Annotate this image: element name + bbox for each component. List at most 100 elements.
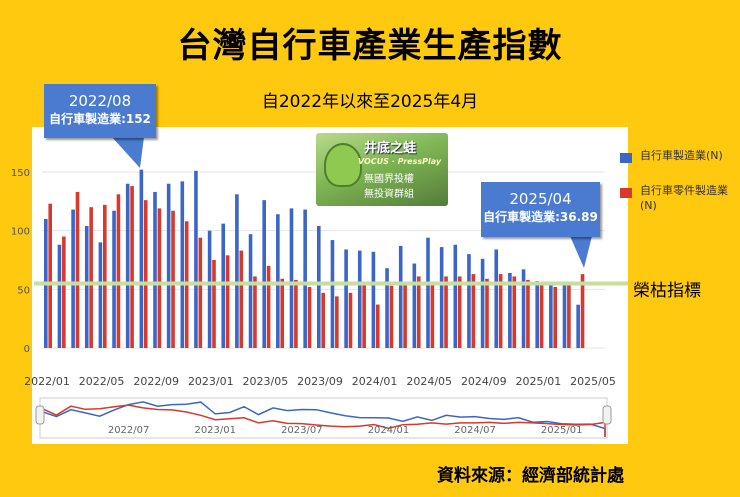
navigator-label-2024/07: 2024/07 [454,425,496,436]
bar-bicycle-2022/10 [166,183,171,348]
bar-parts-2024/12 [526,279,530,348]
bar-parts-2024/02 [389,285,394,348]
bar-parts-2024/03 [403,283,407,348]
x-tick-label-2022/01: 2022/01 [24,375,70,388]
bar-parts-2023/11 [348,292,353,348]
x-tick-label-2023/09: 2023/09 [297,375,343,388]
bar-parts-2025/01 [539,284,544,348]
bar-bicycle-2023/06 [276,214,280,348]
bar-bicycle-2022/02 [57,244,62,348]
navigator-handle-left[interactable] [35,405,45,425]
vocus-badge: 井底之蛙 VOCUS · PressPlay 無國界投權 無投資群組 [316,133,448,206]
bar-parts-2022/08 [143,200,148,348]
bar-bicycle-2022/05 [98,242,103,348]
bar-parts-2022/03 [75,191,80,348]
navigator-line-parts [41,404,606,437]
bar-parts-2025/04 [580,274,585,348]
x-tick-label-2025/05: 2025/05 [570,375,616,388]
bar-bicycle-2024/09 [480,258,485,348]
bar-parts-2022/01 [48,203,52,348]
bar-bicycle-2024/08 [467,254,471,348]
page-subtitle: 自2022年以來至2025年4月 [261,92,479,112]
bar-bicycle-2024/03 [398,245,403,348]
legend-swatch-parts [620,188,632,198]
bar-parts-2024/07 [457,276,462,348]
x-tick-label-2022/05: 2022/05 [79,375,125,388]
callout-peak: 2022/08 自行車製造業:152 [44,84,156,138]
bar-bicycle-2023/08 [303,209,307,348]
bar-bicycle-2024/05 [426,237,430,348]
bar-parts-2023/06 [280,278,285,348]
bar-parts-2023/08 [307,286,312,348]
callout-latest-tail [570,236,592,268]
badge-line-3: 無國界投權 [364,174,414,185]
bar-parts-2022/02 [62,236,66,348]
bar-parts-2024/05 [430,282,435,348]
bar-parts-2022/07 [130,186,134,348]
bar-bicycle-2024/01 [371,251,376,348]
y-tick-label-100: 100 [11,227,30,238]
bar-parts-2022/09 [157,208,162,348]
x-tick-label-2024/05: 2024/05 [406,375,452,388]
bar-parts-2022/10 [171,210,175,348]
bar-bicycle-2024/02 [385,268,389,348]
navigator-label-2024/01: 2024/01 [368,425,410,436]
bar-parts-2024/11 [512,276,517,348]
callout-peak-date: 2022/08 [68,92,132,110]
navigator-label-2023/01: 2023/01 [194,425,236,436]
source-note: 資料來源：經濟部統計處 [437,466,624,486]
bar-parts-2022/05 [103,204,107,348]
callout-latest-value: 自行車製造業:36.89 [483,210,598,224]
page-title: 台灣自行車產業生產指數 [177,26,563,66]
bar-bicycle-2022/07 [125,183,130,348]
bar-bicycle-2022/09 [153,191,157,348]
bar-bicycle-2025/04 [576,304,580,348]
bar-bicycle-2022/12 [194,170,198,348]
bar-parts-2024/08 [471,274,476,348]
x-tick-label-2024/09: 2024/09 [461,375,507,388]
bar-parts-2025/03 [567,284,571,348]
legend-swatch-bicycle [620,153,632,163]
navigator-label-2023/07: 2023/07 [281,425,323,436]
bar-bicycle-2023/05 [262,200,266,348]
bar-bicycle-2023/04 [248,234,253,348]
boom-indicator-label: 榮枯指標 [633,281,701,301]
bar-bicycle-2023/01 [207,230,212,348]
navigator-handle-right[interactable] [602,405,612,425]
bar-parts-2023/02 [225,255,230,348]
callout-peak-tail [112,137,144,168]
callout-peak-value: 自行車製造業:152 [49,112,151,126]
bar-parts-2022/06 [116,194,121,348]
legend-label-parts[interactable]: 自行車零件製造業(N) [640,184,728,212]
bar-parts-2022/04 [89,207,93,348]
bar-parts-2024/01 [376,304,380,348]
x-tick-label-2023/01: 2023/01 [188,375,234,388]
bar-bicycle-2022/06 [112,210,116,348]
navigator-label-2025/01: 2025/01 [541,425,583,436]
bar-parts-2022/12 [198,237,203,348]
bar-parts-2023/09 [321,292,325,348]
navigator-line-bicycle [41,401,606,437]
bar-bicycle-2023/10 [330,240,335,348]
bar-parts-2023/10 [335,296,339,348]
bar-bicycle-2024/12 [521,269,526,348]
bar-bicycle-2023/11 [344,249,348,348]
bar-bicycle-2024/11 [508,272,512,348]
bar-bicycle-2025/02 [549,283,553,348]
bar-bicycle-2024/04 [412,263,417,348]
bar-parts-2023/03 [239,250,244,348]
legend-label-bicycle[interactable]: 自行車製造業(N) [640,149,723,162]
bar-bicycle-2025/01 [535,281,539,348]
bar-parts-2023/07 [294,279,298,348]
bar-bicycle-2023/12 [357,250,362,348]
x-tick-label-2023/05: 2023/05 [243,375,289,388]
y-tick-label-150: 150 [11,168,30,179]
bar-bicycle-2023/02 [221,223,226,348]
callout-latest: 2025/04 自行車製造業:36.89 [481,182,600,237]
x-tick-label-2022/09: 2022/09 [133,375,179,388]
bar-bicycle-2022/08 [139,169,144,348]
bar-parts-2024/10 [498,274,503,348]
bar-parts-2024/09 [485,278,489,348]
bar-parts-2024/04 [416,276,421,348]
bar-bicycle-2023/07 [289,208,294,348]
